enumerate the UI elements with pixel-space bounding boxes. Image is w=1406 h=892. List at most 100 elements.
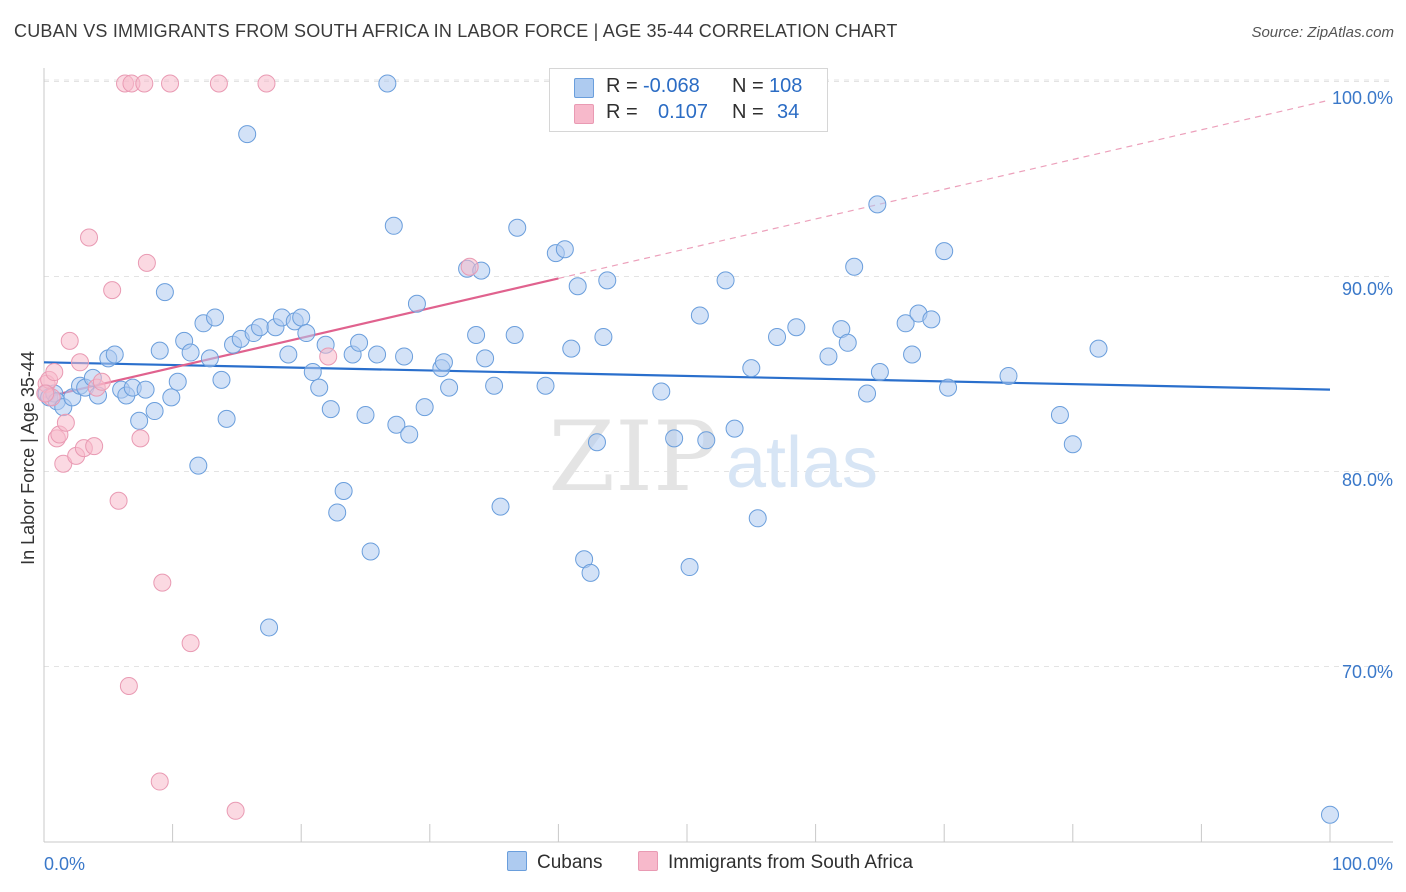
point-series-0-15 — [130, 411, 149, 430]
point-series-0-68 — [491, 497, 510, 516]
watermark-atlas-text: atlas — [726, 423, 878, 503]
legend-r-value: 0.107 — [658, 101, 709, 123]
point-series-0-54 — [384, 216, 403, 235]
point-series-0-34 — [251, 318, 270, 337]
point-series-0-81 — [652, 382, 671, 401]
legend-swatch-south-africa — [574, 104, 594, 124]
point-series-0-87 — [725, 419, 744, 438]
point-series-0-105 — [999, 366, 1018, 385]
point-series-0-24 — [189, 456, 208, 475]
bottom-legend-swatch-south-africa — [638, 851, 658, 871]
point-series-1-24 — [150, 772, 169, 791]
legend-swatch-cubans — [574, 78, 594, 98]
point-series-0-40 — [292, 308, 311, 327]
point-series-1-32 — [460, 257, 479, 276]
point-series-0-50 — [356, 405, 375, 424]
bottom-legend-label-south-africa: Immigrants from South Africa — [668, 852, 913, 873]
point-series-0-103 — [935, 242, 954, 261]
point-series-0-47 — [334, 482, 353, 500]
point-series-0-80 — [598, 271, 617, 290]
chart-title: CUBAN VS IMMIGRANTS FROM SOUTH AFRICA IN… — [14, 21, 898, 41]
point-series-0-43 — [310, 378, 329, 397]
point-series-0-98 — [870, 363, 889, 382]
point-series-1-10 — [71, 353, 90, 372]
legend-n-value: 108 — [769, 75, 803, 97]
point-series-0-29 — [217, 409, 236, 428]
y-axis-label: In Labor Force | Age 35-44 — [18, 351, 38, 565]
point-series-1-25 — [153, 573, 172, 592]
point-series-0-58 — [407, 294, 426, 313]
point-series-1-16 — [103, 281, 122, 300]
point-series-0-45 — [321, 400, 340, 419]
y-tick-label-100: 100.0% — [1332, 88, 1393, 108]
point-series-0-106 — [1050, 405, 1069, 424]
point-series-0-49 — [350, 333, 369, 352]
point-series-0-78 — [587, 433, 606, 452]
point-series-0-61 — [434, 353, 453, 372]
legend-r-label: R = — [606, 101, 638, 123]
source-attribution: Source: ZipAtlas.com — [1251, 24, 1394, 41]
bottom-legend-south-africa: Immigrants from South Africa — [638, 851, 913, 874]
point-series-0-38 — [279, 345, 298, 364]
point-series-0-55 — [387, 415, 406, 434]
point-series-0-85 — [697, 431, 716, 450]
legend-n-value: 34 — [777, 101, 800, 123]
point-series-0-71 — [536, 376, 555, 395]
point-series-0-102 — [922, 310, 941, 329]
point-series-0-59 — [415, 398, 434, 417]
point-series-0-84 — [690, 306, 709, 325]
point-series-0-41 — [297, 324, 316, 343]
point-series-0-67 — [485, 376, 504, 395]
point-series-0-94 — [838, 333, 857, 352]
point-series-0-17 — [145, 402, 164, 421]
point-series-0-86 — [716, 271, 735, 290]
legend-r-label: R = — [606, 75, 638, 97]
point-series-0-104 — [939, 378, 958, 397]
point-series-1-3 — [45, 363, 64, 382]
point-series-0-23 — [181, 343, 200, 362]
trend-line-series-0 — [43, 361, 1331, 391]
point-series-0-18 — [150, 341, 169, 360]
point-series-0-100 — [903, 345, 922, 364]
bottom-legend-swatch-cubans — [507, 851, 527, 871]
point-series-0-19 — [155, 283, 174, 302]
point-series-0-70 — [508, 218, 527, 237]
point-series-1-28 — [209, 74, 228, 93]
point-series-0-95 — [845, 257, 864, 276]
point-series-0-62 — [440, 378, 459, 397]
point-series-0-88 — [742, 359, 761, 378]
watermark-zip-text: ZIP — [548, 401, 717, 513]
point-series-0-77 — [581, 563, 600, 582]
point-series-0-92 — [819, 347, 838, 366]
point-series-0-66 — [476, 349, 495, 368]
data-points — [36, 74, 1339, 824]
point-series-1-13 — [85, 437, 104, 456]
tick-labels: 100.0% 90.0% 80.0% 70.0% 0.0% 100.0% — [44, 88, 1393, 874]
point-series-0-74 — [562, 339, 581, 358]
y-tick-label-90: 90.0% — [1342, 279, 1393, 299]
point-series-0-56 — [395, 347, 414, 366]
point-series-0-69 — [505, 326, 524, 344]
point-series-0-26 — [200, 349, 219, 368]
x-tick-label-min: 0.0% — [44, 854, 85, 874]
gridlines — [44, 79, 1393, 667]
point-series-0-52 — [368, 345, 387, 364]
point-series-0-46 — [328, 503, 347, 522]
point-series-0-64 — [467, 326, 486, 344]
point-series-0-89 — [748, 509, 767, 528]
point-series-1-17 — [109, 491, 128, 510]
point-series-0-42 — [303, 363, 322, 382]
point-series-1-21 — [131, 429, 150, 448]
legend-n-label: N = — [732, 75, 764, 97]
point-series-1-22 — [135, 74, 154, 93]
point-series-0-28 — [212, 370, 231, 389]
point-series-0-99 — [896, 314, 915, 333]
correlation-legend: R = -0.068 N = 108 R = 0.107 N = 34 — [549, 68, 828, 132]
point-series-1-15 — [92, 372, 111, 391]
point-series-1-7 — [56, 413, 75, 432]
point-series-0-53 — [378, 74, 397, 93]
point-series-1-23 — [137, 253, 156, 272]
point-series-0-35 — [260, 618, 279, 637]
point-series-0-82 — [665, 429, 684, 448]
